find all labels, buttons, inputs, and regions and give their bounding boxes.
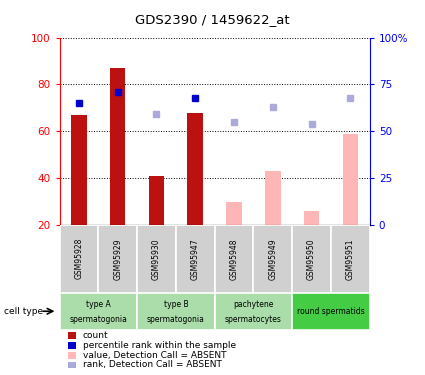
Text: GSM95929: GSM95929 — [113, 238, 122, 279]
Bar — [304, 211, 319, 225]
Bar — [215, 225, 253, 292]
Text: spermatogonia: spermatogonia — [69, 315, 127, 324]
Text: count: count — [83, 331, 108, 340]
Bar — [331, 225, 370, 292]
Text: GSM95949: GSM95949 — [268, 238, 277, 280]
Text: cell type: cell type — [4, 307, 43, 316]
Text: spermatogonia: spermatogonia — [147, 315, 205, 324]
Bar — [215, 292, 292, 330]
Text: GSM95928: GSM95928 — [74, 238, 83, 279]
Bar — [137, 292, 215, 330]
Bar — [137, 225, 176, 292]
Text: rank, Detection Call = ABSENT: rank, Detection Call = ABSENT — [83, 360, 222, 369]
Bar — [71, 115, 87, 225]
Bar — [187, 112, 203, 225]
Bar — [292, 292, 370, 330]
Text: GSM95950: GSM95950 — [307, 238, 316, 280]
Bar — [98, 225, 137, 292]
Bar — [176, 225, 215, 292]
Bar — [149, 176, 164, 225]
Text: value, Detection Call = ABSENT: value, Detection Call = ABSENT — [83, 351, 227, 360]
Text: GSM95947: GSM95947 — [191, 238, 200, 280]
Bar — [343, 134, 358, 225]
Text: round spermatids: round spermatids — [297, 307, 365, 316]
Text: pachytene: pachytene — [233, 300, 274, 309]
Bar — [292, 225, 331, 292]
Bar — [110, 68, 125, 225]
Bar — [253, 225, 292, 292]
Text: GSM95951: GSM95951 — [346, 238, 355, 279]
Text: GSM95948: GSM95948 — [230, 238, 238, 279]
Text: type B: type B — [164, 300, 188, 309]
Bar — [60, 225, 98, 292]
Text: GSM95930: GSM95930 — [152, 238, 161, 280]
Text: GDS2390 / 1459622_at: GDS2390 / 1459622_at — [135, 13, 290, 26]
Bar — [60, 292, 137, 330]
Text: spermatocytes: spermatocytes — [225, 315, 282, 324]
Bar — [265, 171, 280, 225]
Text: type A: type A — [86, 300, 110, 309]
Text: percentile rank within the sample: percentile rank within the sample — [83, 341, 236, 350]
Bar — [226, 202, 242, 225]
